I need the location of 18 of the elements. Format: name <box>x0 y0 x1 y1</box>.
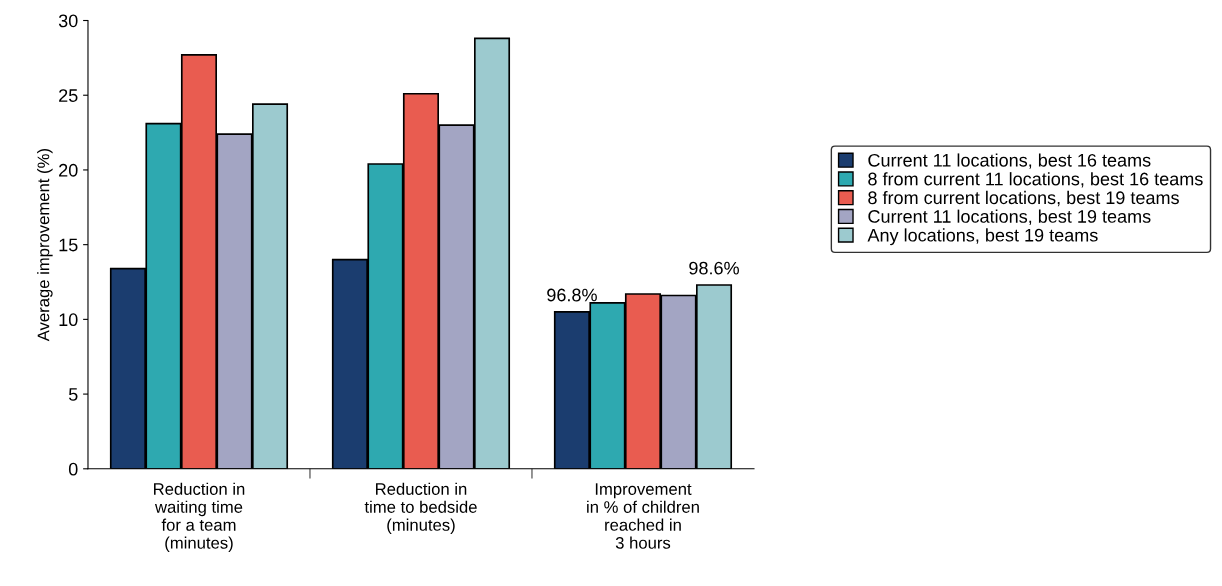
y-axis-title: Average improvement (%) <box>37 149 53 342</box>
x-tick-label: Reduction in waiting time for a team (minutes) <box>154 482 245 553</box>
annotation: 98.6% <box>689 261 739 275</box>
annotation: 96.8% <box>547 288 597 302</box>
legend-label: 8 from current locations, best 19 teams <box>868 190 1179 207</box>
legend-label: Any locations, best 19 teams <box>867 228 1098 246</box>
y-tick-label: 0 <box>68 462 78 476</box>
x-tick-label: Reduction in time to bedside (minutes) <box>364 482 477 535</box>
y-tick-label: 20 <box>59 163 78 177</box>
legend-label: Current 11 locations, best 19 teams <box>868 209 1151 225</box>
legend-label: Current 11 locations, best 16 teams <box>868 153 1151 169</box>
legend-label: 8 from current 11 locations, best 16 teams <box>868 172 1203 188</box>
y-tick-label: 30 <box>58 14 78 28</box>
y-tick-label: 10 <box>59 313 78 327</box>
y-tick-label: 5 <box>68 388 78 401</box>
y-tick-label: 15 <box>59 238 78 252</box>
y-tick-label: 25 <box>59 89 78 102</box>
x-tick-label: Improvement in % of children reached in 3 hours <box>587 483 699 549</box>
